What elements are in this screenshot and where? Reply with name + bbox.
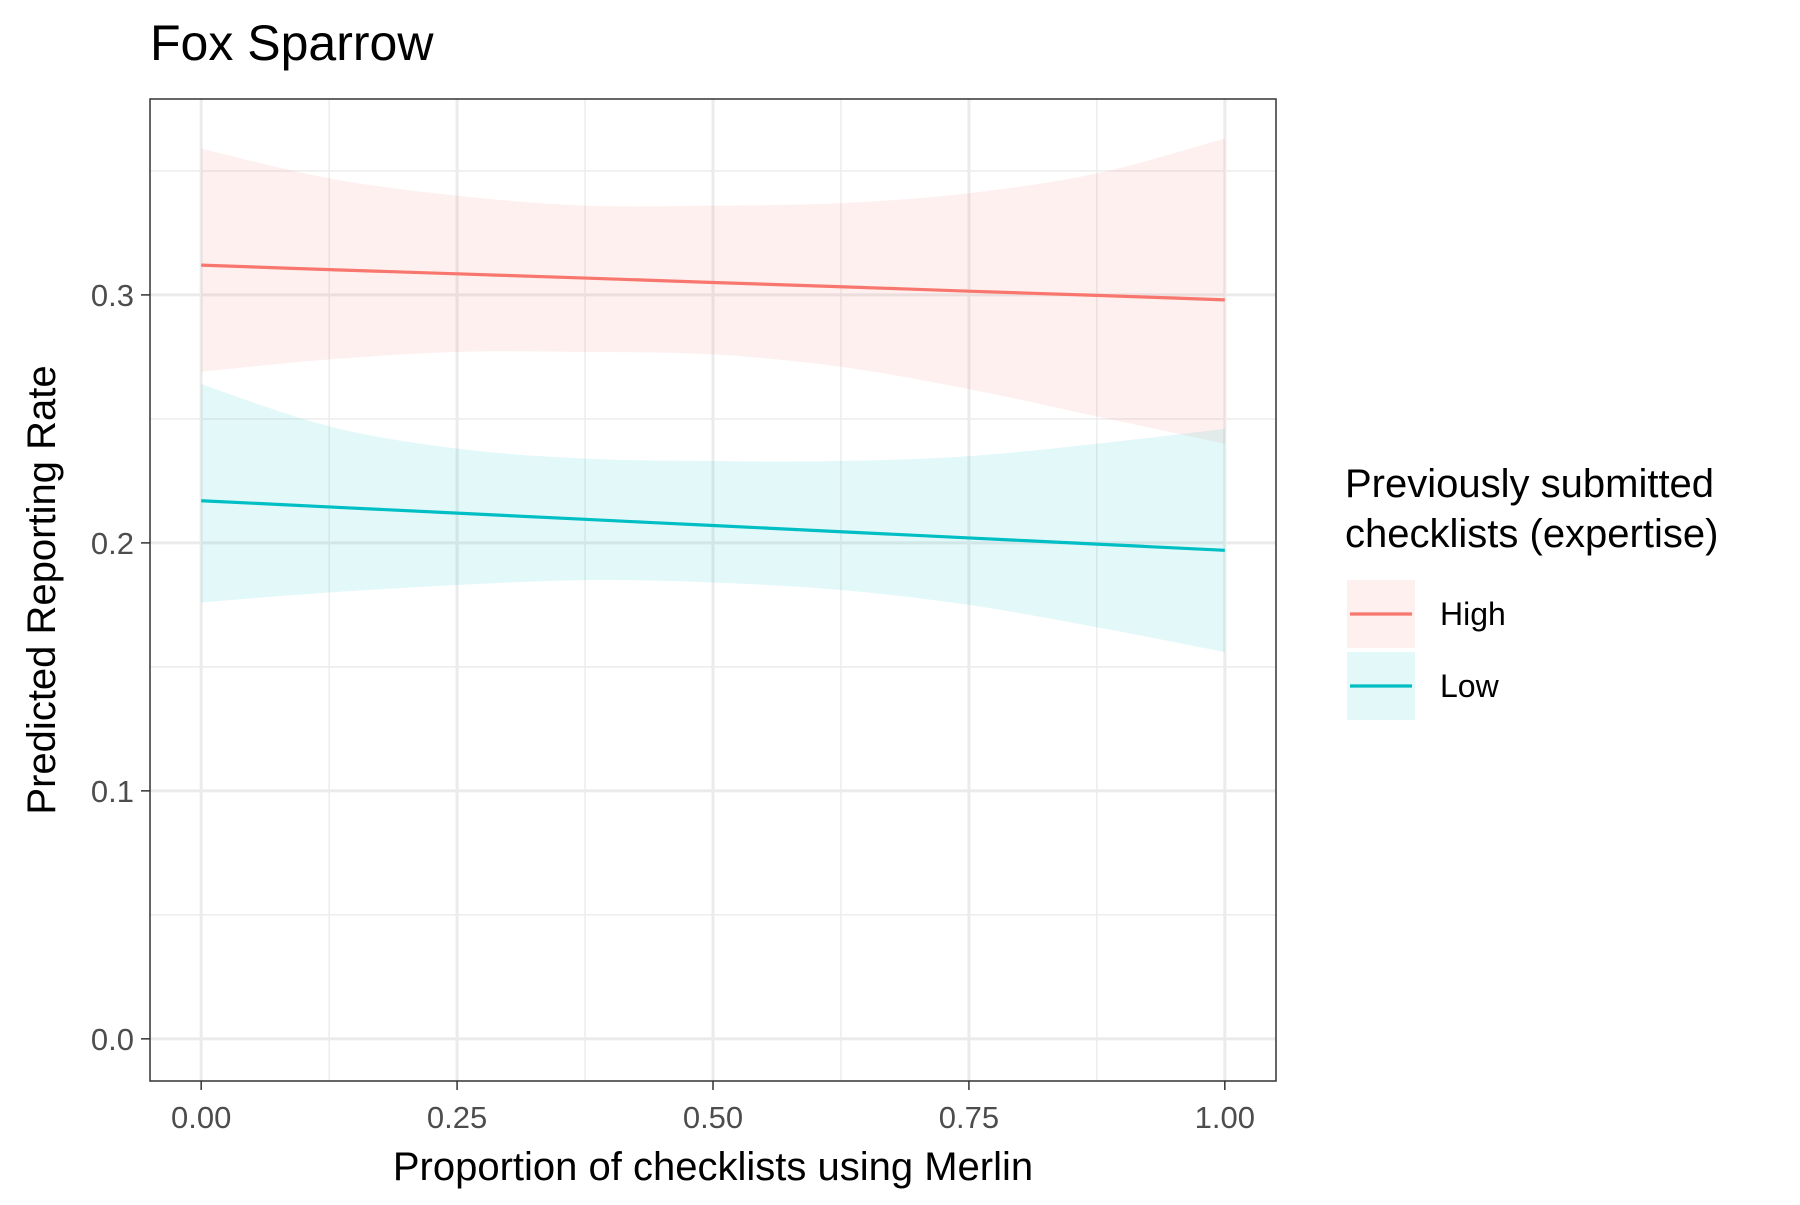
- x-axis: 0.00 0.25 0.50 0.75 1.00: [171, 1081, 1255, 1135]
- x-tick-label: 0.00: [171, 1100, 231, 1135]
- series-line-low: [201, 499, 1225, 552]
- legend-title-line-1: Previously submitted: [1345, 462, 1714, 506]
- y-axis: 0.0 0.1 0.2 0.3: [91, 278, 150, 1057]
- y-tick-label: 0.2: [91, 526, 134, 561]
- legend: Previously submitted checklists (experti…: [1345, 462, 1725, 720]
- x-axis-label: Proportion of checklists using Merlin: [393, 1145, 1033, 1189]
- chart-title: Fox Sparrow: [150, 15, 434, 71]
- ribbon-low: [201, 384, 1225, 652]
- series-lines: [201, 263, 1225, 552]
- x-tick-label: 0.25: [427, 1100, 487, 1135]
- y-tick-label: 0.0: [91, 1022, 134, 1057]
- legend-title: Previously submitted checklists (experti…: [1345, 462, 1725, 556]
- legend-title-line-2: checklists (expertise): [1345, 512, 1718, 556]
- y-tick-label: 0.1: [91, 774, 134, 809]
- y-tick-label: 0.3: [91, 278, 134, 313]
- legend-items: High Low: [1347, 580, 1506, 720]
- x-tick-label: 1.00: [1195, 1100, 1255, 1135]
- grid-major: [150, 99, 1276, 1081]
- x-tick-label: 0.75: [939, 1100, 999, 1135]
- ribbons: [201, 138, 1225, 652]
- y-axis-label: Predicted Reporting Rate: [20, 365, 64, 814]
- x-tick-label: 0.50: [683, 1100, 743, 1135]
- legend-label-high: High: [1440, 596, 1506, 632]
- ribbon-high: [201, 138, 1225, 444]
- series-line-high: [201, 263, 1225, 302]
- legend-label-low: Low: [1440, 668, 1500, 704]
